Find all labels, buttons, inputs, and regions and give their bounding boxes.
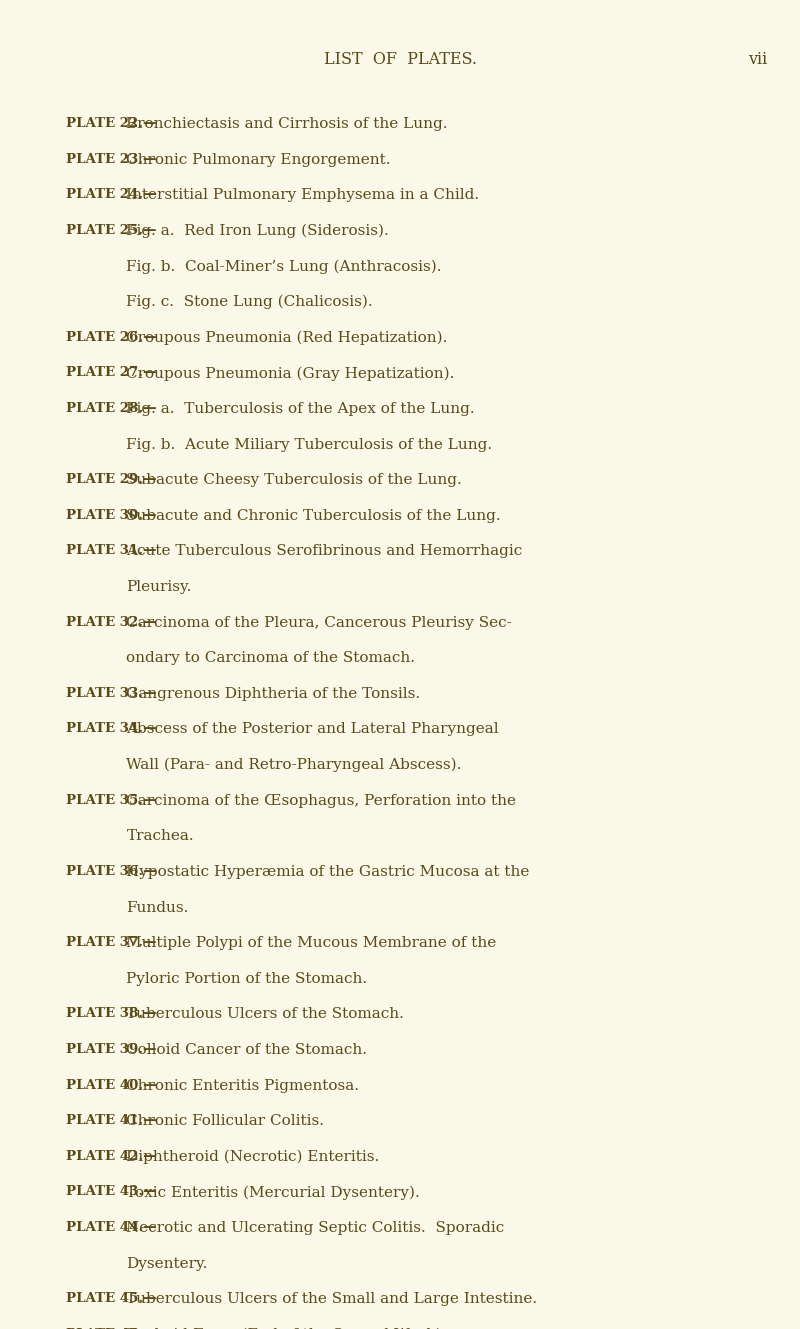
Text: Wall (Para- and Retro-Pharyngeal Abscess).: Wall (Para- and Retro-Pharyngeal Abscess… xyxy=(126,758,462,772)
Text: PLATE 45.—: PLATE 45.— xyxy=(66,1292,156,1305)
Text: PLATE 33.—: PLATE 33.— xyxy=(66,687,156,700)
Text: PLATE 38.—: PLATE 38.— xyxy=(66,1007,156,1021)
Text: Trachea.: Trachea. xyxy=(126,829,194,844)
Text: PLATE 31.—: PLATE 31.— xyxy=(66,545,156,557)
Text: Chronic Follicular Colitis.: Chronic Follicular Colitis. xyxy=(126,1114,325,1128)
Text: PLATE 27.—: PLATE 27.— xyxy=(66,367,156,379)
Text: Colloid Cancer of the Stomach.: Colloid Cancer of the Stomach. xyxy=(126,1043,367,1057)
Text: Fig. b.  Acute Miliary Tuberculosis of the Lung.: Fig. b. Acute Miliary Tuberculosis of th… xyxy=(126,437,493,452)
Text: Carcinoma of the Œsophagus, Perforation into the: Carcinoma of the Œsophagus, Perforation … xyxy=(126,793,517,808)
Text: Diphtheroid (Necrotic) Enteritis.: Diphtheroid (Necrotic) Enteritis. xyxy=(126,1150,380,1164)
Text: Interstitial Pulmonary Emphysema in a Child.: Interstitial Pulmonary Emphysema in a Ch… xyxy=(126,189,479,202)
Text: Gangrenous Diphtheria of the Tonsils.: Gangrenous Diphtheria of the Tonsils. xyxy=(126,687,421,700)
Text: Chronic Pulmonary Engorgement.: Chronic Pulmonary Engorgement. xyxy=(126,153,391,166)
Text: Bronchiectasis and Cirrhosis of the Lung.: Bronchiectasis and Cirrhosis of the Lung… xyxy=(126,117,448,132)
Text: PLATE 22.—: PLATE 22.— xyxy=(66,117,156,130)
Text: Abscess of the Posterior and Lateral Pharyngeal: Abscess of the Posterior and Lateral Pha… xyxy=(126,723,499,736)
Text: PLATE 29.—: PLATE 29.— xyxy=(66,473,156,486)
Text: Tuberculous Ulcers of the Stomach.: Tuberculous Ulcers of the Stomach. xyxy=(126,1007,404,1022)
Text: PLATE 36.—: PLATE 36.— xyxy=(66,865,156,878)
Text: ondary to Carcinoma of the Stomach.: ondary to Carcinoma of the Stomach. xyxy=(126,651,415,666)
Text: Fig. c.  Stone Lung (Chalicosis).: Fig. c. Stone Lung (Chalicosis). xyxy=(126,295,373,310)
Text: PLATE 30.—: PLATE 30.— xyxy=(66,509,156,522)
Text: PLATE 44.—: PLATE 44.— xyxy=(66,1221,156,1235)
Text: PLATE 39.—: PLATE 39.— xyxy=(66,1043,156,1057)
Text: Pyloric Portion of the Stomach.: Pyloric Portion of the Stomach. xyxy=(126,971,367,986)
Text: Multiple Polypi of the Mucous Membrane of the: Multiple Polypi of the Mucous Membrane o… xyxy=(126,936,497,950)
Text: PLATE 40.—: PLATE 40.— xyxy=(66,1079,156,1091)
Text: Toxic Enteritis (Mercurial Dysentery).: Toxic Enteritis (Mercurial Dysentery). xyxy=(126,1185,420,1200)
Text: Subacute and Chronic Tuberculosis of the Lung.: Subacute and Chronic Tuberculosis of the… xyxy=(126,509,501,522)
Text: Pleurisy.: Pleurisy. xyxy=(126,579,192,594)
Text: Dysentery.: Dysentery. xyxy=(126,1257,208,1271)
Text: PLATE 42.—: PLATE 42.— xyxy=(66,1150,156,1163)
Text: Carcinoma of the Pleura, Cancerous Pleurisy Sec-: Carcinoma of the Pleura, Cancerous Pleur… xyxy=(126,615,512,630)
Text: PLATE 23.—: PLATE 23.— xyxy=(66,153,156,166)
Text: PLATE 26.—: PLATE 26.— xyxy=(66,331,156,344)
Text: PLATE 34.—: PLATE 34.— xyxy=(66,723,156,735)
Text: Tuberculous Ulcers of the Small and Large Intestine.: Tuberculous Ulcers of the Small and Larg… xyxy=(126,1292,538,1306)
Text: PLATE 35.—: PLATE 35.— xyxy=(66,793,156,807)
Text: PLATE 32.—: PLATE 32.— xyxy=(66,615,156,629)
Text: Subacute Cheesy Tuberculosis of the Lung.: Subacute Cheesy Tuberculosis of the Lung… xyxy=(126,473,462,488)
Text: PLATE 28.—: PLATE 28.— xyxy=(66,401,156,415)
Text: Croupous Pneumonia (Gray Hepatization).: Croupous Pneumonia (Gray Hepatization). xyxy=(126,367,454,380)
Text: Necrotic and Ulcerating Septic Colitis.  Sporadic: Necrotic and Ulcerating Septic Colitis. … xyxy=(126,1221,505,1235)
Text: Chronic Enteritis Pigmentosa.: Chronic Enteritis Pigmentosa. xyxy=(126,1079,359,1092)
Text: PLATE 43.—: PLATE 43.— xyxy=(66,1185,156,1199)
Text: vii: vii xyxy=(748,51,767,68)
Text: PLATE 25.—: PLATE 25.— xyxy=(66,223,156,237)
Text: Fig. a.  Red Iron Lung (Siderosis).: Fig. a. Red Iron Lung (Siderosis). xyxy=(126,223,389,238)
Text: Fundus.: Fundus. xyxy=(126,901,189,914)
Text: Croupous Pneumonia (Red Hepatization).: Croupous Pneumonia (Red Hepatization). xyxy=(126,331,448,346)
Text: Acute Tuberculous Serofibrinous and Hemorrhagic: Acute Tuberculous Serofibrinous and Hemo… xyxy=(126,545,522,558)
Text: Fig. a.  Tuberculosis of the Apex of the Lung.: Fig. a. Tuberculosis of the Apex of the … xyxy=(126,401,475,416)
Text: Hypostatic Hyperæmia of the Gastric Mucosa at the: Hypostatic Hyperæmia of the Gastric Muco… xyxy=(126,865,530,878)
Text: PLATE 37.—: PLATE 37.— xyxy=(66,936,156,949)
Text: LIST  OF  PLATES.: LIST OF PLATES. xyxy=(323,51,477,68)
Text: PLATE 41.—: PLATE 41.— xyxy=(66,1114,156,1127)
Text: Fig. b.  Coal-Miner’s Lung (Anthracosis).: Fig. b. Coal-Miner’s Lung (Anthracosis). xyxy=(126,259,442,274)
Text: PLATE 24.—: PLATE 24.— xyxy=(66,189,156,201)
